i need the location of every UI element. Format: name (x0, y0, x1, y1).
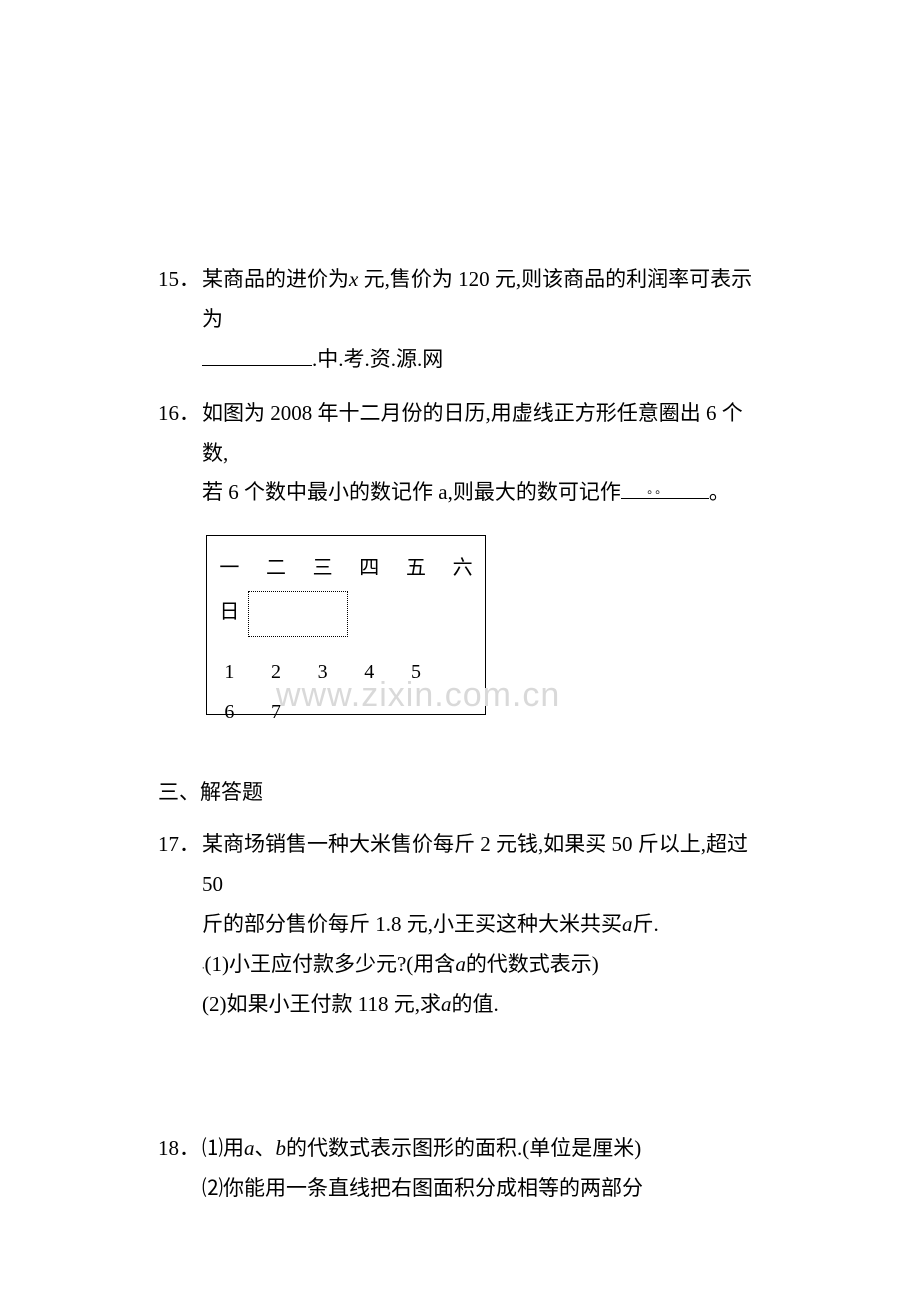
q18-sep: 、 (255, 1136, 276, 1160)
q16-text-a: 如图为 2008 年十二月份的日历,用虚线正方形任意圈出 6 个数, (202, 401, 743, 465)
q17-p1-var: a (455, 952, 466, 976)
cal-blank-3 (350, 593, 388, 631)
q16-blank: 。。 (621, 475, 709, 499)
question-18: 18．⑴用a、b的代数式表示图形的面积.(单位是厘米) ⑵你能用一条直线把右图面… (158, 1129, 765, 1209)
calendar-dashed-box (248, 591, 348, 637)
q18-number: 18． (158, 1129, 202, 1169)
q16-body: 如图为 2008 年十二月份的日历,用虚线正方形任意圈出 6 个数, (202, 394, 760, 474)
calendar: 一 二 三 四 五 六 日 1 2 3 4 5 (206, 535, 486, 715)
cal-blank-4 (397, 593, 435, 631)
q18-var-b: b (276, 1136, 287, 1160)
q18-p2: ⑵你能用一条直线把右图面积分成相等的两部分 (202, 1176, 643, 1200)
q18-p1a: ⑴用 (202, 1136, 244, 1160)
watermark-text: www.zixin.com.cn (276, 663, 560, 728)
cal-blank-5 (444, 593, 482, 631)
q17-text-a: 某商场销售一种大米售价每斤 2 元钱,如果买 50 斤以上,超过 50 (202, 832, 748, 896)
question-16: 16．如图为 2008 年十二月份的日历,用虚线正方形任意圈出 6 个数, 若 … (158, 394, 765, 514)
q18-var-a: a (244, 1136, 255, 1160)
q18-body: ⑴用a、b的代数式表示图形的面积.(单位是厘米) (202, 1129, 760, 1169)
q17-text-b2: 斤. (633, 912, 659, 936)
q17-number: 17． (158, 825, 202, 865)
q15-number: 15． (158, 260, 202, 300)
q17-p1b: 的代数式表示) (466, 952, 599, 976)
q17-body: 某商场销售一种大米售价每斤 2 元钱,如果买 50 斤以上,超过 50 (202, 825, 760, 905)
cal-6: 6 (210, 693, 248, 731)
cal-head-2: 二 (257, 549, 295, 587)
cal-head-3: 三 (304, 549, 342, 587)
q16-text-b: 若 6 个数中最小的数记作 a,则最大的数可记作 (202, 480, 621, 504)
q18-part2: ⑵你能用一条直线把右图面积分成相等的两部分 (202, 1169, 760, 1209)
cal-head-1: 一 (210, 549, 248, 587)
question-17: 17．某商场销售一种大米售价每斤 2 元钱,如果买 50 斤以上,超过 50 斤… (158, 825, 765, 1024)
cal-head-6: 六 (444, 549, 482, 587)
q17-p2-var: a (441, 992, 452, 1016)
cal-head-4: 四 (350, 549, 388, 587)
q17-p1a: (1)小王应付款多少元?(用含 (205, 952, 456, 976)
q17-p2a: (2)如果小王付款 118 元,求 (202, 992, 441, 1016)
q15-line2: .中.考.资.源.网 (202, 340, 760, 380)
q15-blank (202, 342, 312, 366)
content-area: 15．某商品的进价为x 元,售价为 120 元,则该商品的利润率可表示为 .中.… (0, 0, 920, 1208)
spacer (158, 1039, 765, 1129)
q16-number: 16． (158, 394, 202, 434)
section-3-heading: 三、解答题 (158, 773, 765, 813)
calendar-header-row: 一 二 三 四 五 六 (206, 549, 486, 587)
q15-body: 某商品的进价为x 元,售价为 120 元,则该商品的利润率可表示为 (202, 260, 760, 340)
q15-var-x: x (349, 267, 358, 291)
q18-p1b: 的代数式表示图形的面积.(单位是厘米) (286, 1136, 641, 1160)
q17-var-a: a (622, 912, 633, 936)
cal-head-5: 五 (397, 549, 435, 587)
cal-ri: 日 (210, 593, 248, 631)
question-15: 15．某商品的进价为x 元,售价为 120 元,则该商品的利润率可表示为 .中.… (158, 260, 765, 380)
q17-part1: .(1)小王应付款多少元?(用含a的代数式表示) (202, 945, 760, 985)
page: 15．某商品的进价为x 元,售价为 120 元,则该商品的利润率可表示为 .中.… (0, 0, 920, 1302)
cal-1: 1 (210, 653, 248, 691)
q17-p2b: 的值. (451, 992, 498, 1016)
q17-text-b1: 斤的部分售价每斤 1.8 元,小王买这种大米共买 (202, 912, 622, 936)
q15-tail: .中.考.资.源.网 (312, 347, 443, 371)
q16-line2: 若 6 个数中最小的数记作 a,则最大的数可记作。。。 (202, 473, 760, 513)
q16-tail: 。 (709, 480, 730, 504)
q17-part2: (2)如果小王付款 118 元,求a的值. (202, 985, 760, 1025)
q15-text-a: 某商品的进价为 (202, 267, 349, 291)
q16-tinydots: 。。 (647, 478, 669, 501)
q17-line2: 斤的部分售价每斤 1.8 元,小王买这种大米共买a斤. (202, 905, 760, 945)
